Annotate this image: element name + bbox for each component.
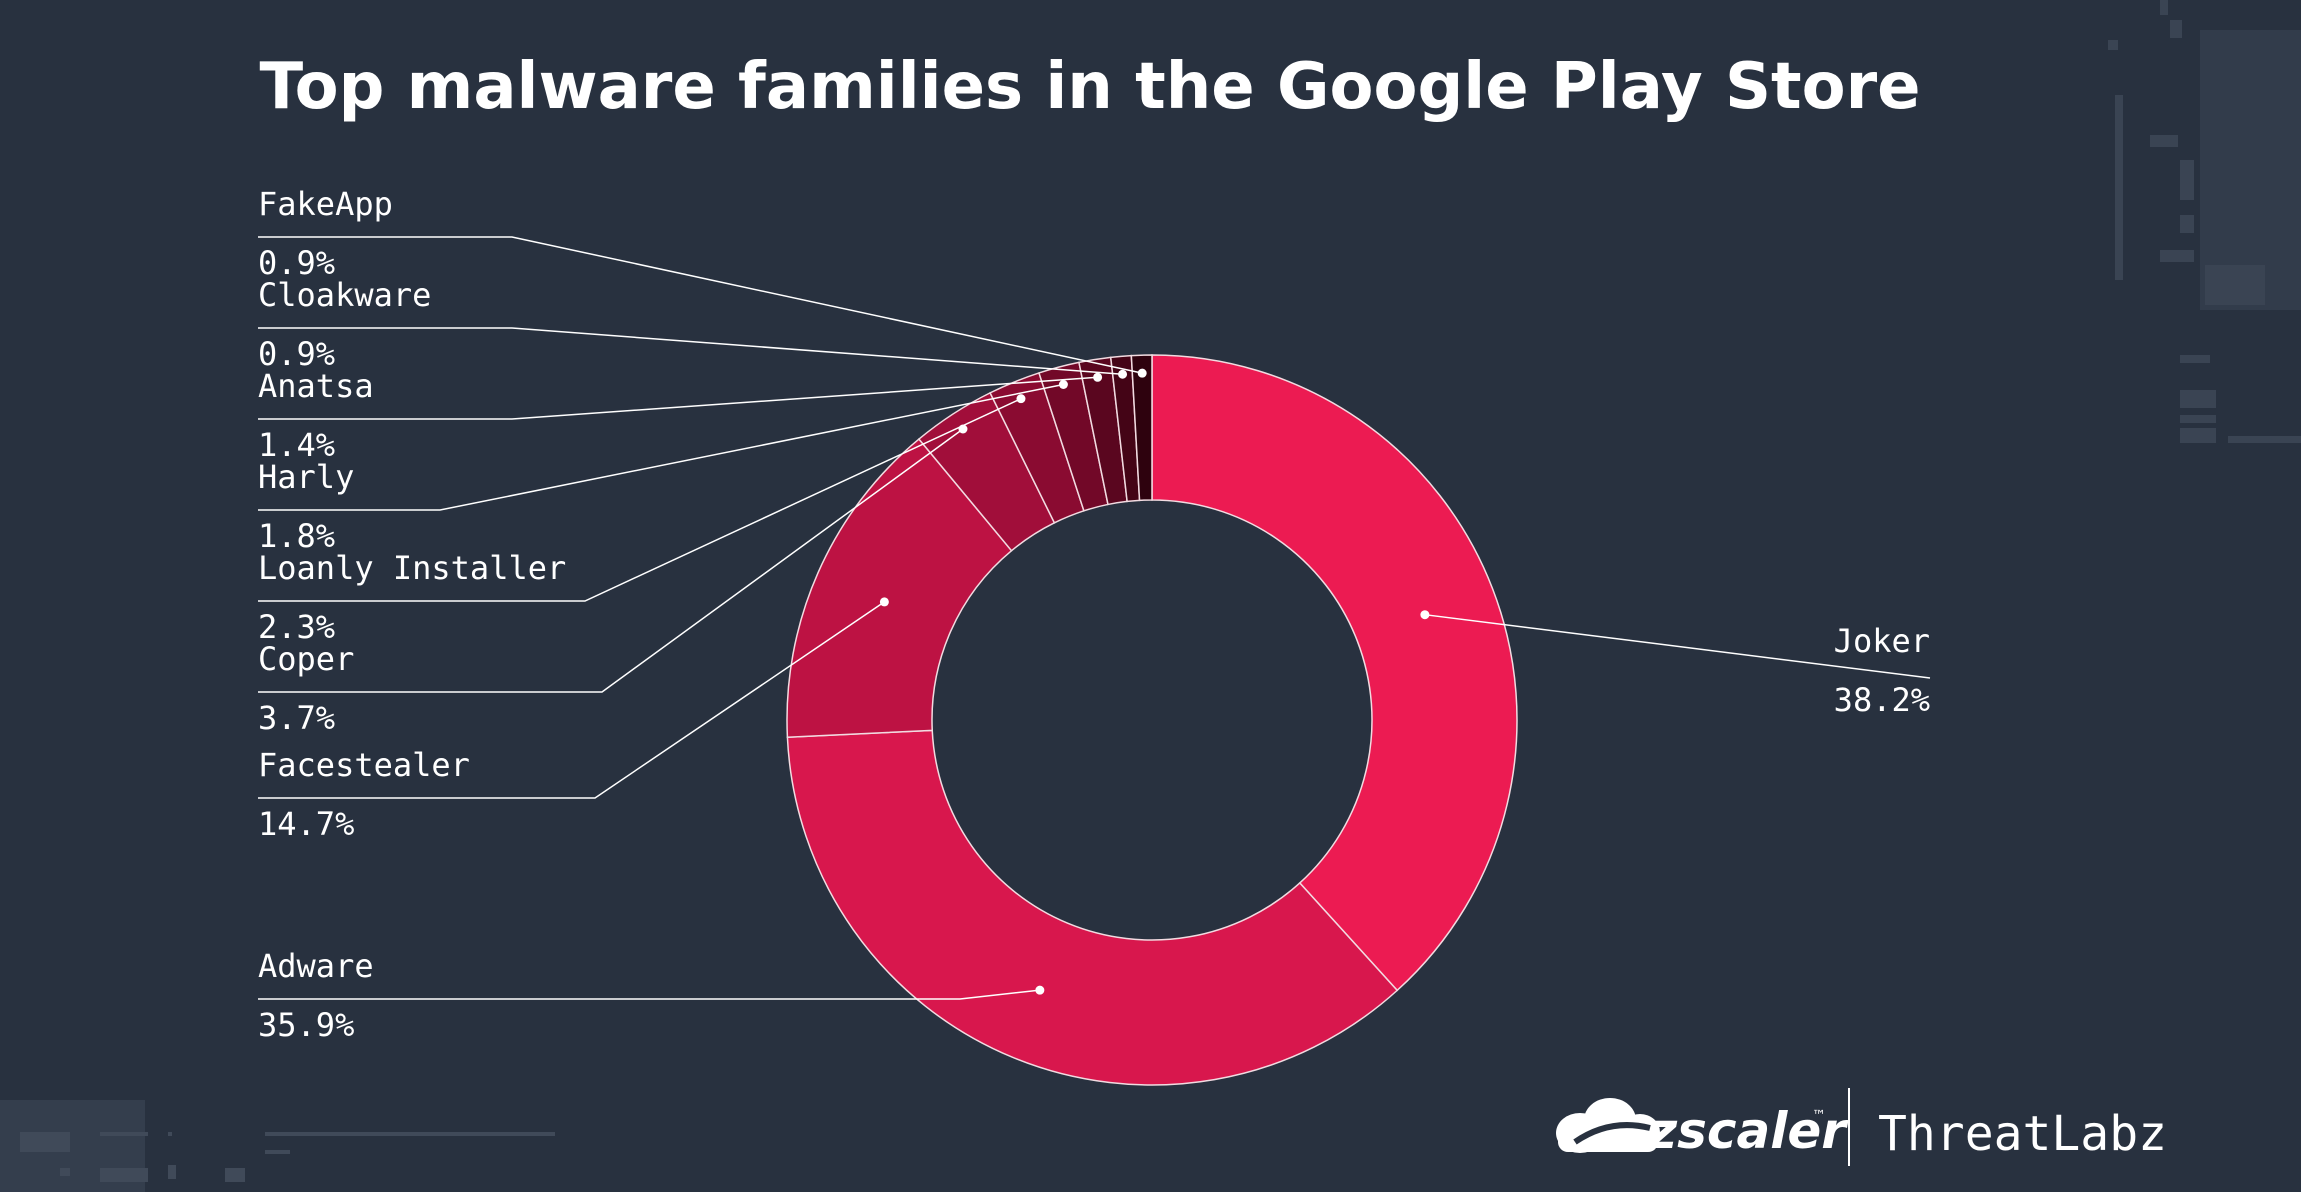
slice-percent-joker: 38.2% [1834,681,1930,719]
slice-label-fakeapp: FakeApp [258,185,393,223]
slice-joker [1151,354,1518,992]
slice-fakeapp [1130,354,1153,502]
slice-percent-adware: 35.9% [258,1006,354,1044]
slice-label-anatsa: Anatsa [258,367,374,405]
slice-label-facestealer: Facestealer [258,746,470,784]
slice-percent-loanly-installer: 2.3% [258,608,335,646]
decorative-pattern-top-right [2108,0,2301,443]
slice-percent-fakeapp: 0.9% [258,244,335,282]
slice-labels: Joker 38.2% Adware 35.9% Facestealer 14.7% Cop… [258,185,1930,1044]
leader-fakeapp [258,236,1147,378]
decorative-pattern-bottom-left [0,1100,555,1192]
footer-divider [1848,1088,1850,1166]
trademark-mark: ™ [1812,1108,1826,1124]
slice-label-joker: Joker [1834,622,1930,660]
threatlabz-brand-text: ThreatLabz [1878,1106,2167,1162]
slice-label-harly: Harly [258,458,354,496]
slice-percent-coper: 3.7% [258,699,335,737]
slice-label-loanly-installer: Loanly Installer [258,549,566,587]
footer-branding: zscaler ™ ThreatLabz [1556,1088,2167,1166]
donut-chart [786,354,1518,1086]
leader-facestealer [258,597,889,799]
slice-percent-facestealer: 14.7% [258,805,354,843]
leader-lines [258,236,1931,1000]
slice-percent-cloakware: 0.9% [258,335,335,373]
leader-loanly-installer [258,394,1026,602]
slice-percent-anatsa: 1.4% [258,426,335,464]
zscaler-logo-text: zscaler [1647,1102,1849,1160]
leader-adware [258,985,1045,1000]
chart-title: Top malware families in the Google Play … [259,50,1920,124]
slice-label-coper: Coper [258,640,354,678]
slice-adware [786,729,1399,1086]
leader-cloakware [258,327,1128,379]
slice-facestealer [786,438,1013,739]
slice-percent-harly: 1.8% [258,517,335,555]
slice-label-adware: Adware [258,947,374,985]
leader-anatsa [258,372,1103,420]
leader-harly [258,379,1068,511]
cloud-icon [1556,1098,1660,1153]
leader-joker [1420,610,1931,679]
slice-label-cloakware: Cloakware [258,276,431,314]
